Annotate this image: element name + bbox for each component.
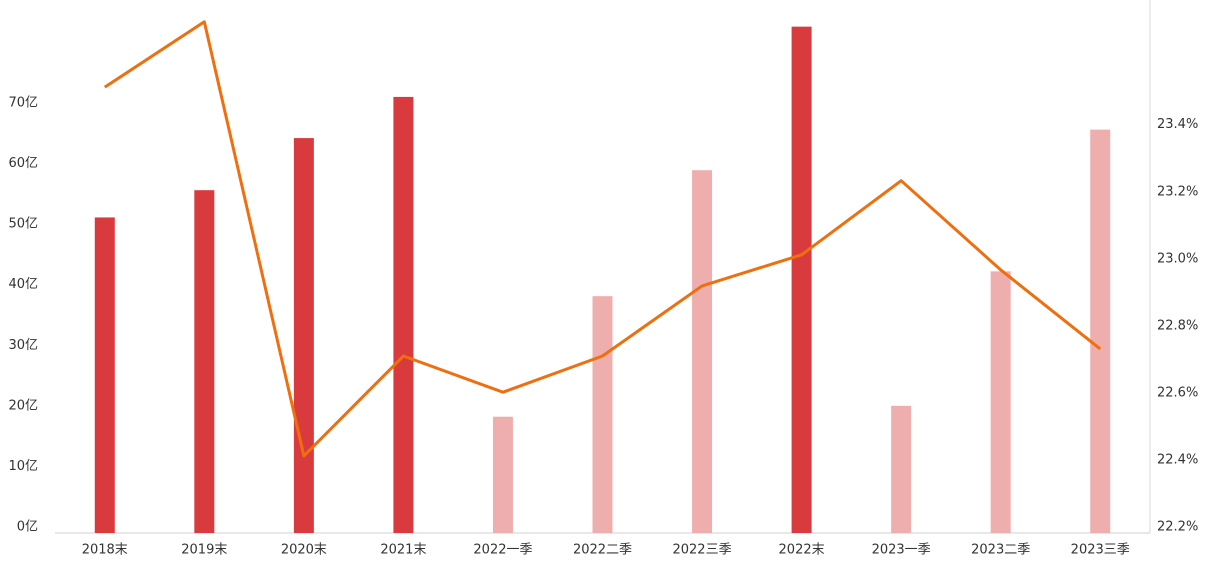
y2-tick-label: 22.6% — [1157, 385, 1198, 400]
x-tick-label: 2021末 — [380, 543, 426, 558]
bar — [492, 416, 513, 533]
x-tick-label: 2022末 — [779, 543, 825, 558]
y2-tick-label: 22.8% — [1157, 318, 1198, 333]
x-tick-label: 2023二季 — [971, 543, 1030, 558]
x-tick-label: 2018末 — [82, 543, 128, 558]
line — [103, 20, 1102, 458]
y2-tick-label: 23.2% — [1157, 184, 1198, 199]
y-tick-label: 10亿 — [8, 459, 38, 474]
bar — [692, 170, 713, 533]
y-tick-label: 20亿 — [8, 398, 38, 413]
y2-tick-label: 22.2% — [1157, 520, 1198, 535]
bar — [194, 190, 215, 534]
y2-tick-label: 23.4% — [1157, 117, 1198, 132]
y-tick-label: 50亿 — [8, 217, 38, 232]
bar — [891, 405, 912, 533]
bar — [293, 138, 314, 533]
bar — [791, 26, 812, 534]
bar — [1090, 129, 1111, 533]
y-tick-label: 60亿 — [8, 156, 38, 171]
bar — [393, 96, 414, 533]
y2-tick-label: 23.0% — [1157, 251, 1198, 266]
y2-tick-label: 22.4% — [1157, 452, 1198, 467]
y-tick-label: 70亿 — [8, 96, 38, 111]
y-tick-label: 0亿 — [17, 520, 38, 535]
bar — [94, 217, 115, 534]
x-tick-label: 2022一季 — [473, 543, 532, 558]
bar — [990, 271, 1011, 533]
x-tick-label: 2022三季 — [672, 543, 731, 558]
x-tick-label: 2023三季 — [1071, 543, 1130, 558]
x-tick-label: 2023一季 — [872, 543, 931, 558]
x-tick-label: 2022二季 — [573, 543, 632, 558]
x-tick-label: 2019末 — [181, 543, 227, 558]
bar — [592, 296, 613, 533]
y-tick-label: 40亿 — [8, 277, 38, 292]
y-tick-label: 30亿 — [8, 338, 38, 353]
x-tick-label: 2020末 — [281, 543, 327, 558]
